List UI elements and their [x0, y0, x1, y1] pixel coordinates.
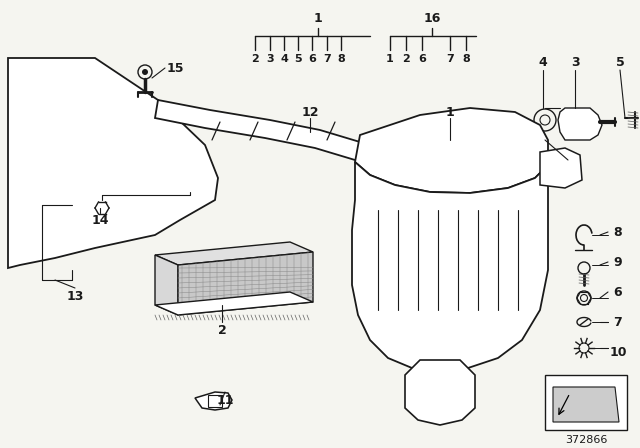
Polygon shape [553, 387, 619, 422]
Text: 6: 6 [308, 54, 316, 64]
Text: 1: 1 [314, 12, 323, 25]
Polygon shape [195, 392, 232, 410]
Polygon shape [155, 292, 313, 315]
Text: 14: 14 [92, 214, 109, 227]
Text: 6: 6 [614, 287, 622, 300]
Circle shape [142, 69, 148, 75]
Text: 2: 2 [218, 323, 227, 336]
Text: 7: 7 [446, 54, 454, 64]
Polygon shape [155, 242, 313, 265]
Text: 1: 1 [445, 105, 454, 119]
Text: 372866: 372866 [565, 435, 607, 445]
Text: 4: 4 [280, 54, 288, 64]
Text: 2: 2 [251, 54, 259, 64]
Text: 7: 7 [614, 315, 622, 328]
Text: 3: 3 [266, 54, 274, 64]
Polygon shape [405, 360, 475, 425]
Text: 4: 4 [539, 56, 547, 69]
Text: 10: 10 [609, 345, 627, 358]
Polygon shape [155, 100, 415, 175]
Polygon shape [355, 108, 548, 193]
Text: 12: 12 [301, 105, 319, 119]
Text: 15: 15 [166, 61, 184, 74]
Bar [545, 375, 627, 430]
Text: 11: 11 [216, 393, 234, 406]
Text: 8: 8 [462, 54, 470, 64]
Polygon shape [178, 252, 313, 315]
Text: 13: 13 [67, 289, 84, 302]
Text: 5: 5 [616, 56, 625, 69]
Polygon shape [352, 162, 548, 370]
Polygon shape [8, 58, 218, 268]
Circle shape [99, 204, 106, 211]
Text: 9: 9 [614, 255, 622, 268]
Text: 16: 16 [423, 12, 441, 25]
Text: 7: 7 [323, 54, 331, 64]
Text: 1: 1 [386, 54, 394, 64]
Text: 8: 8 [614, 225, 622, 238]
Polygon shape [558, 108, 602, 140]
Text: 2: 2 [402, 54, 410, 64]
Polygon shape [540, 148, 582, 188]
Text: 5: 5 [294, 54, 302, 64]
Text: 3: 3 [571, 56, 579, 69]
Polygon shape [155, 255, 178, 315]
Text: 6: 6 [418, 54, 426, 64]
Text: 8: 8 [337, 54, 345, 64]
